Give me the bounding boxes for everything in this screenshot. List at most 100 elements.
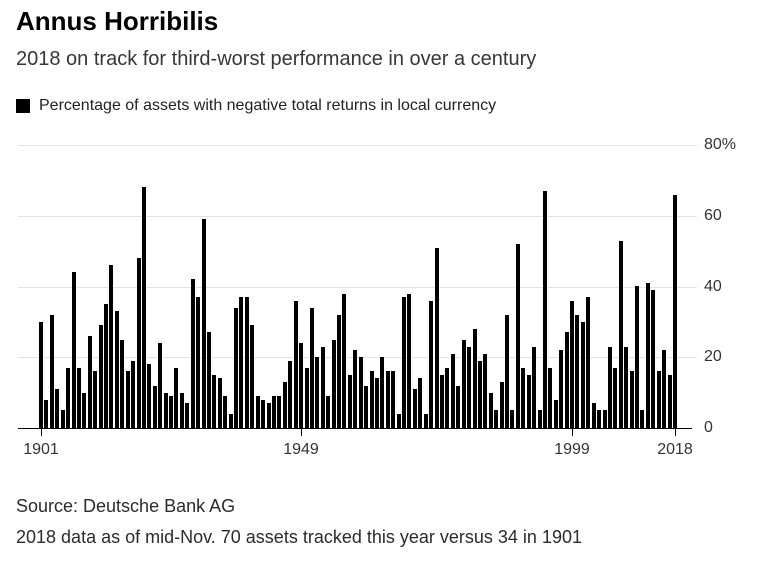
bar-2007[interactable] xyxy=(613,368,617,428)
bar-1926[interactable] xyxy=(174,368,178,428)
bar-1906[interactable] xyxy=(66,368,70,428)
bar-1955[interactable] xyxy=(332,340,336,428)
bar-1941[interactable] xyxy=(256,396,260,428)
bar-1919[interactable] xyxy=(137,258,141,428)
bar-2016[interactable] xyxy=(662,350,666,428)
bar-1950[interactable] xyxy=(305,368,309,428)
bar-1921[interactable] xyxy=(147,364,151,428)
bar-1954[interactable] xyxy=(326,396,330,428)
bar-1948[interactable] xyxy=(294,301,298,428)
bar-1966[interactable] xyxy=(391,371,395,428)
bar-1995[interactable] xyxy=(548,368,552,428)
bar-1964[interactable] xyxy=(380,357,384,428)
bar-1901[interactable] xyxy=(39,322,43,428)
bar-1932[interactable] xyxy=(207,332,211,428)
bar-1918[interactable] xyxy=(131,361,135,428)
bar-1914[interactable] xyxy=(109,265,113,428)
bar-1970[interactable] xyxy=(413,389,417,428)
bar-1987[interactable] xyxy=(505,315,509,428)
bar-2018[interactable] xyxy=(673,195,677,428)
bar-2017[interactable] xyxy=(668,375,672,428)
bar-1984[interactable] xyxy=(489,393,493,428)
bar-1904[interactable] xyxy=(55,389,59,428)
bar-1913[interactable] xyxy=(104,304,108,428)
bar-1905[interactable] xyxy=(61,410,65,428)
bar-1929[interactable] xyxy=(191,279,195,428)
bar-1977[interactable] xyxy=(451,354,455,428)
bar-1946[interactable] xyxy=(283,382,287,428)
bar-1985[interactable] xyxy=(494,410,498,428)
bar-2011[interactable] xyxy=(635,286,639,428)
bar-1942[interactable] xyxy=(261,400,265,428)
bar-1975[interactable] xyxy=(440,375,444,428)
bar-1920[interactable] xyxy=(142,187,146,428)
bar-1910[interactable] xyxy=(88,336,92,428)
bar-1965[interactable] xyxy=(386,371,390,428)
bar-1967[interactable] xyxy=(397,414,401,428)
bar-1958[interactable] xyxy=(348,375,352,428)
bar-1935[interactable] xyxy=(223,396,227,428)
bar-1922[interactable] xyxy=(153,386,157,428)
bar-1976[interactable] xyxy=(445,368,449,428)
bar-1991[interactable] xyxy=(527,375,531,428)
bar-1923[interactable] xyxy=(158,343,162,428)
bar-1972[interactable] xyxy=(424,414,428,428)
bar-1938[interactable] xyxy=(239,297,243,428)
bar-1963[interactable] xyxy=(375,378,379,428)
bar-1989[interactable] xyxy=(516,244,520,428)
bar-1934[interactable] xyxy=(218,378,222,428)
bar-1990[interactable] xyxy=(521,368,525,428)
bar-1961[interactable] xyxy=(364,386,368,428)
bar-1917[interactable] xyxy=(126,371,130,428)
bar-2008[interactable] xyxy=(619,241,623,428)
bar-1983[interactable] xyxy=(483,354,487,428)
bar-1936[interactable] xyxy=(229,414,233,428)
bar-1937[interactable] xyxy=(234,308,238,428)
bar-1969[interactable] xyxy=(407,294,411,428)
bar-1927[interactable] xyxy=(180,393,184,428)
bar-1980[interactable] xyxy=(467,347,471,428)
bar-1999[interactable] xyxy=(570,301,574,428)
bar-2001[interactable] xyxy=(581,322,585,428)
bar-1907[interactable] xyxy=(72,272,76,428)
bar-1909[interactable] xyxy=(82,393,86,428)
bar-1951[interactable] xyxy=(310,308,314,428)
bar-1945[interactable] xyxy=(277,396,281,428)
bar-1953[interactable] xyxy=(321,347,325,428)
bar-1988[interactable] xyxy=(510,410,514,428)
bar-1933[interactable] xyxy=(212,375,216,428)
bar-1924[interactable] xyxy=(164,393,168,428)
bar-1992[interactable] xyxy=(532,347,536,428)
bar-1959[interactable] xyxy=(353,350,357,428)
bar-1956[interactable] xyxy=(337,315,341,428)
bar-1978[interactable] xyxy=(456,386,460,428)
bar-1998[interactable] xyxy=(565,332,569,428)
bar-1973[interactable] xyxy=(429,301,433,428)
bar-2012[interactable] xyxy=(640,410,644,428)
bar-1928[interactable] xyxy=(185,403,189,428)
bar-2014[interactable] xyxy=(651,290,655,428)
bar-1943[interactable] xyxy=(267,403,271,428)
bar-2000[interactable] xyxy=(575,315,579,428)
bar-1925[interactable] xyxy=(169,396,173,428)
bar-1944[interactable] xyxy=(272,396,276,428)
bar-2009[interactable] xyxy=(624,347,628,428)
bar-1916[interactable] xyxy=(120,340,124,428)
bar-1971[interactable] xyxy=(418,378,422,428)
bar-1940[interactable] xyxy=(250,325,254,428)
bar-1949[interactable] xyxy=(299,343,303,428)
bar-1930[interactable] xyxy=(196,297,200,428)
bar-2005[interactable] xyxy=(603,410,607,428)
bar-1960[interactable] xyxy=(359,357,363,428)
bar-1974[interactable] xyxy=(435,248,439,428)
bar-2013[interactable] xyxy=(646,283,650,428)
bar-1931[interactable] xyxy=(202,219,206,428)
bar-1903[interactable] xyxy=(50,315,54,428)
bar-1981[interactable] xyxy=(473,329,477,428)
bar-1968[interactable] xyxy=(402,297,406,428)
bar-1912[interactable] xyxy=(99,325,103,428)
bar-1962[interactable] xyxy=(370,371,374,428)
bar-1911[interactable] xyxy=(93,371,97,428)
bar-2002[interactable] xyxy=(586,297,590,428)
bar-2015[interactable] xyxy=(657,371,661,428)
